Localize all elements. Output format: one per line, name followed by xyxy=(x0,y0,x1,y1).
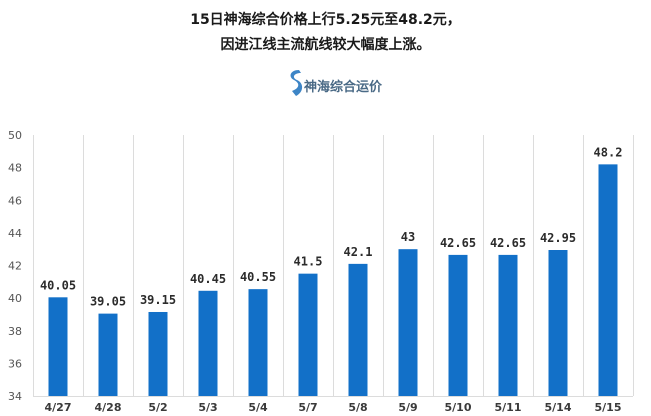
bar xyxy=(448,254,468,396)
y-tick-label: 44 xyxy=(8,227,22,240)
chart-title-line1: 15日神海综合价格上行5.25元至48.2元， xyxy=(190,12,461,28)
x-tick-label: 5/3 xyxy=(198,401,217,414)
bar xyxy=(498,254,518,396)
data-label: 42.65 xyxy=(440,236,476,250)
data-label: 39.15 xyxy=(140,293,176,307)
logo-icon xyxy=(290,70,303,96)
y-tick-label: 42 xyxy=(8,260,22,273)
x-tick-label: 5/15 xyxy=(595,401,622,414)
bar xyxy=(248,289,268,396)
bar xyxy=(48,297,68,396)
x-tick-label: 4/27 xyxy=(45,401,72,414)
x-tick-label: 5/2 xyxy=(148,401,167,414)
bar xyxy=(98,313,118,396)
brand-logo: 神海综合运价 xyxy=(286,68,382,100)
bar xyxy=(598,164,618,396)
y-tick-label: 50 xyxy=(8,129,22,142)
bar xyxy=(348,263,368,396)
x-tick-label: 5/14 xyxy=(545,401,572,414)
y-tick-label: 38 xyxy=(8,325,22,338)
data-label: 39.05 xyxy=(90,295,126,309)
y-tick-label: 34 xyxy=(8,390,22,403)
x-tick-label: 5/9 xyxy=(398,401,417,414)
x-tick-label: 5/4 xyxy=(248,401,268,414)
data-label: 43 xyxy=(401,230,415,244)
bar xyxy=(548,250,568,396)
logo-text: 神海综合运价 xyxy=(304,80,383,95)
x-tick-label: 5/8 xyxy=(348,401,367,414)
x-tick-label: 5/10 xyxy=(445,401,472,414)
x-tick-label: 5/11 xyxy=(495,401,522,414)
x-tick-label: 5/7 xyxy=(298,401,317,414)
data-label: 40.55 xyxy=(240,270,276,284)
bar xyxy=(198,290,218,396)
bar xyxy=(148,311,168,396)
y-tick-label: 46 xyxy=(8,194,22,207)
bar xyxy=(398,249,418,396)
data-label: 40.05 xyxy=(40,278,76,292)
data-label: 40.45 xyxy=(190,272,226,286)
data-label: 42.95 xyxy=(540,231,576,245)
data-label: 42.1 xyxy=(344,245,373,259)
chart-title-line2: 因进江线主流航线较大幅度上涨。 xyxy=(220,37,431,53)
data-label: 48.2 xyxy=(594,145,623,159)
data-label: 41.5 xyxy=(294,255,323,269)
data-label: 42.65 xyxy=(490,236,526,250)
y-tick-label: 48 xyxy=(8,162,22,175)
y-tick-label: 36 xyxy=(8,357,22,370)
x-tick-label: 4/28 xyxy=(95,401,122,414)
bar xyxy=(298,273,318,396)
y-tick-label: 40 xyxy=(8,292,22,305)
